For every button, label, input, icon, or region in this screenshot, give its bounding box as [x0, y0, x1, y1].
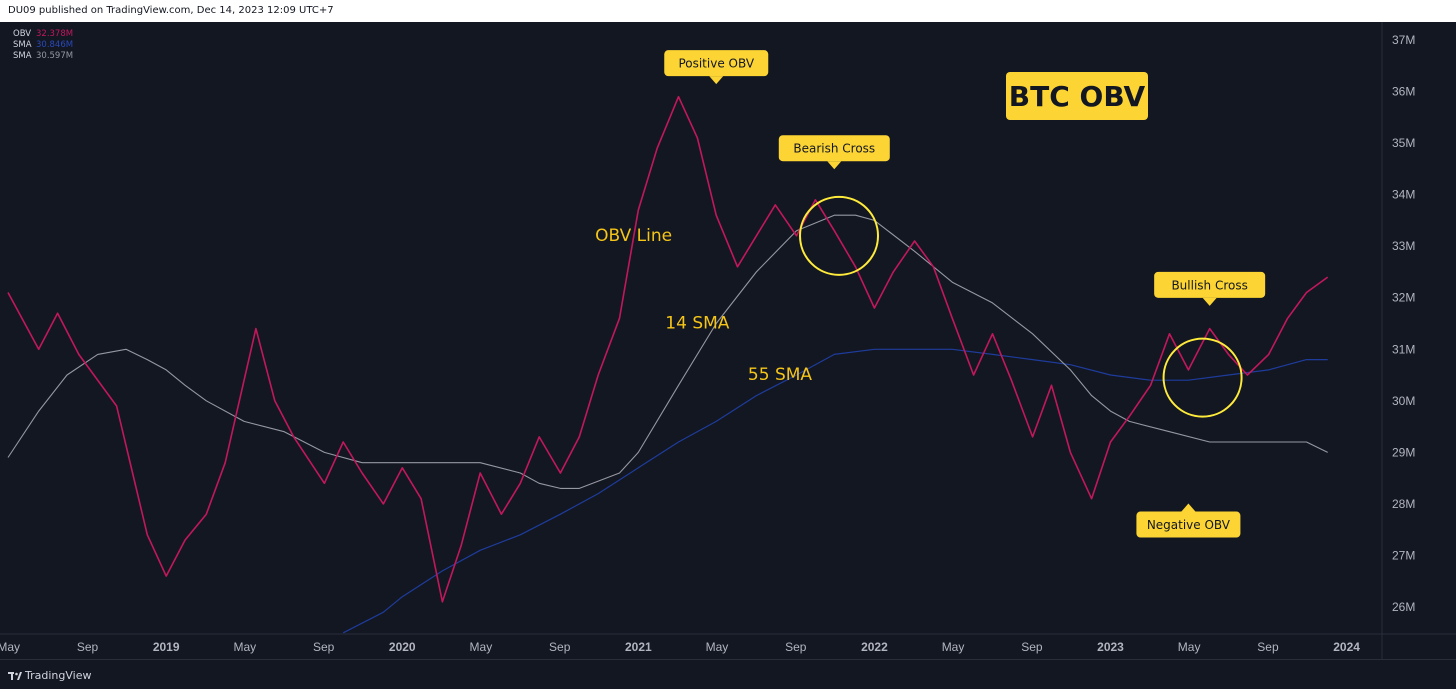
- callout-text: Positive OBV: [678, 57, 754, 71]
- callout-box: [778, 135, 890, 162]
- legend-name: OBV: [13, 29, 31, 39]
- y-tick-label: 30M: [1392, 394, 1415, 408]
- callout-pointer: [827, 161, 842, 170]
- x-tick-label: 2020: [389, 640, 416, 654]
- bearish-cross-circle: [799, 195, 880, 276]
- x-tick-label: May: [706, 640, 729, 654]
- y-tick-label: 27M: [1392, 548, 1415, 562]
- x-tick-label: 2019: [153, 640, 180, 654]
- callout-pointer: [709, 76, 724, 85]
- legend-name: SMA: [13, 51, 32, 61]
- plot-background: [0, 22, 1456, 659]
- legend-value: 32.378M: [36, 29, 73, 39]
- x-tick-label: May: [470, 640, 493, 654]
- x-tick-label: 2022: [861, 640, 888, 654]
- sma55-line[interactable]: [342, 348, 1328, 634]
- y-tick-label: 35M: [1392, 136, 1415, 150]
- x-tick-label: May: [233, 640, 256, 654]
- tradingview-logo-icon: [8, 671, 22, 680]
- callout-text: Bullish Cross: [1171, 278, 1247, 292]
- footer: TradingView: [0, 659, 1456, 689]
- x-tick-label: 2021: [625, 640, 652, 654]
- x-tick-label: 2023: [1097, 640, 1124, 654]
- chart-title-text: BTC OBV: [1009, 80, 1146, 113]
- y-tick-label: 36M: [1392, 85, 1415, 99]
- y-tick-label: 34M: [1392, 188, 1415, 202]
- annotation-label: 14 SMA: [665, 314, 729, 334]
- brand[interactable]: TradingView: [8, 669, 91, 682]
- publish-info: DU09 published on TradingView.com, Dec 1…: [8, 5, 334, 16]
- legend-value: 30.846M: [36, 40, 73, 50]
- callout-box: [664, 50, 769, 77]
- annotation-label: 55 SMA: [748, 365, 812, 385]
- sma14-line[interactable]: [7, 214, 1328, 489]
- y-tick-label: 32M: [1392, 291, 1415, 305]
- legend-name: SMA: [13, 40, 32, 50]
- chart-title: BTC OBV: [1006, 72, 1148, 120]
- y-tick-label: 31M: [1392, 342, 1415, 356]
- x-tick-label: Sep: [313, 640, 335, 654]
- x-tick-label: Sep: [77, 640, 99, 654]
- legend-value: 30.597M: [36, 51, 73, 61]
- callout: Positive OBV: [664, 50, 769, 85]
- callout-pointer: [1181, 503, 1196, 512]
- x-tick-label: May: [0, 640, 20, 654]
- x-tick-label: Sep: [1021, 640, 1043, 654]
- annotation-label: OBV Line: [595, 226, 672, 246]
- bullish-cross-circle: [1162, 337, 1243, 418]
- top-bar: DU09 published on TradingView.com, Dec 1…: [0, 0, 1456, 23]
- x-tick-label: Sep: [785, 640, 807, 654]
- x-tick-label: May: [942, 640, 965, 654]
- callout-box: [1136, 511, 1241, 538]
- brand-name: TradingView: [25, 669, 92, 682]
- x-tick-label: Sep: [1257, 640, 1279, 654]
- callout: Bearish Cross: [778, 135, 890, 170]
- y-tick-label: 28M: [1392, 497, 1415, 511]
- chart-title-box: [1006, 72, 1148, 120]
- callout-pointer: [1202, 297, 1217, 306]
- x-tick-label: May: [1178, 640, 1201, 654]
- callout-box: [1154, 271, 1266, 298]
- obv-line[interactable]: [7, 95, 1329, 603]
- x-tick-label: Sep: [549, 640, 571, 654]
- y-tick-label: 26M: [1392, 600, 1415, 614]
- y-tick-label: 33M: [1392, 239, 1415, 253]
- chart[interactable]: 26M 27M 28M 29M 30M 31M 32M 33M 34M 35M 36M 37M May S…: [0, 22, 1456, 659]
- y-tick-label: 29M: [1392, 445, 1415, 459]
- callout-text: Bearish Cross: [793, 142, 875, 156]
- y-tick-label: 37M: [1392, 33, 1415, 47]
- callout: Bullish Cross: [1154, 271, 1266, 306]
- callout: Negative OBV: [1136, 503, 1241, 538]
- callout-text: Negative OBV: [1147, 518, 1231, 532]
- x-tick-label: 2024: [1333, 640, 1360, 654]
